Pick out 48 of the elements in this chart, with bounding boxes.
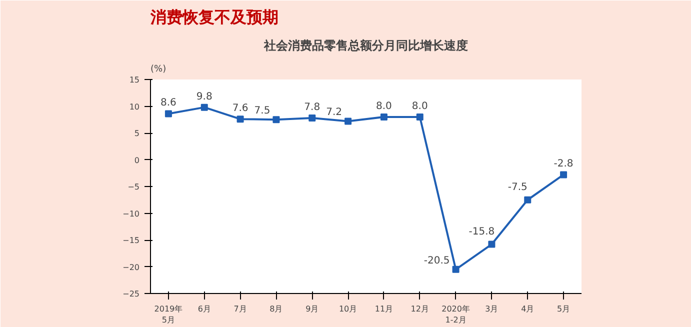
y-tick-label: 5 [134, 129, 140, 138]
x-tick-label: 7月 [234, 304, 247, 314]
y-tick-label: −20 [122, 262, 140, 272]
x-tick-label: 11月 [374, 304, 394, 314]
data-label: -15.8 [468, 226, 495, 238]
point [452, 266, 460, 273]
y-tick-label: −10 [122, 209, 140, 218]
point [308, 114, 316, 122]
y-tick-label: −15 [122, 236, 140, 245]
y-tick-label: −25 [122, 290, 140, 298]
point [344, 118, 352, 125]
y-tick-label: 0 [134, 156, 140, 165]
y-tick-label: −5 [128, 182, 140, 192]
y-axis-title: (%) [150, 64, 166, 74]
point [200, 104, 208, 111]
y-tick-label: 15 [129, 76, 140, 84]
point [272, 116, 280, 124]
x-tick-label: 2020年 1-2月 [442, 304, 470, 324]
point [488, 240, 496, 248]
x-tick-label: 9月 [306, 304, 319, 314]
data-label: 7.6 [232, 103, 248, 114]
point [560, 171, 568, 178]
x-tick-label: 10月 [338, 304, 358, 314]
y-tick-label: 10 [129, 102, 140, 112]
x-tick-label: 4月 [521, 304, 534, 314]
point [236, 116, 244, 123]
data-label: -2.8 [554, 158, 574, 170]
data-label: 7.5 [254, 106, 270, 117]
chart-subtitle: 社会消费品零售总额分月同比增长速度 [263, 38, 468, 52]
data-label: 7.8 [304, 102, 320, 114]
point [380, 113, 388, 120]
point [416, 113, 424, 120]
x-tick-label: 12月 [410, 304, 429, 314]
chart-title: 消费恢复不及预期 [150, 8, 278, 26]
data-label: 8.6 [160, 98, 176, 109]
x-tick-label: 2019年 5月 [154, 304, 183, 324]
x-tick-label: 5月 [556, 304, 570, 314]
data-label: 8.0 [376, 100, 392, 112]
point [524, 196, 532, 204]
data-label: -20.5 [424, 255, 450, 266]
x-tick-label: 8月 [270, 304, 283, 314]
x-tick-label: 3月 [485, 304, 498, 314]
data-label: -7.5 [508, 182, 528, 193]
data-label: 9.8 [196, 91, 212, 102]
point [164, 110, 172, 118]
data-label: 7.2 [326, 107, 342, 118]
x-tick-label: 6月 [198, 304, 211, 314]
data-label: 8.0 [412, 100, 428, 112]
